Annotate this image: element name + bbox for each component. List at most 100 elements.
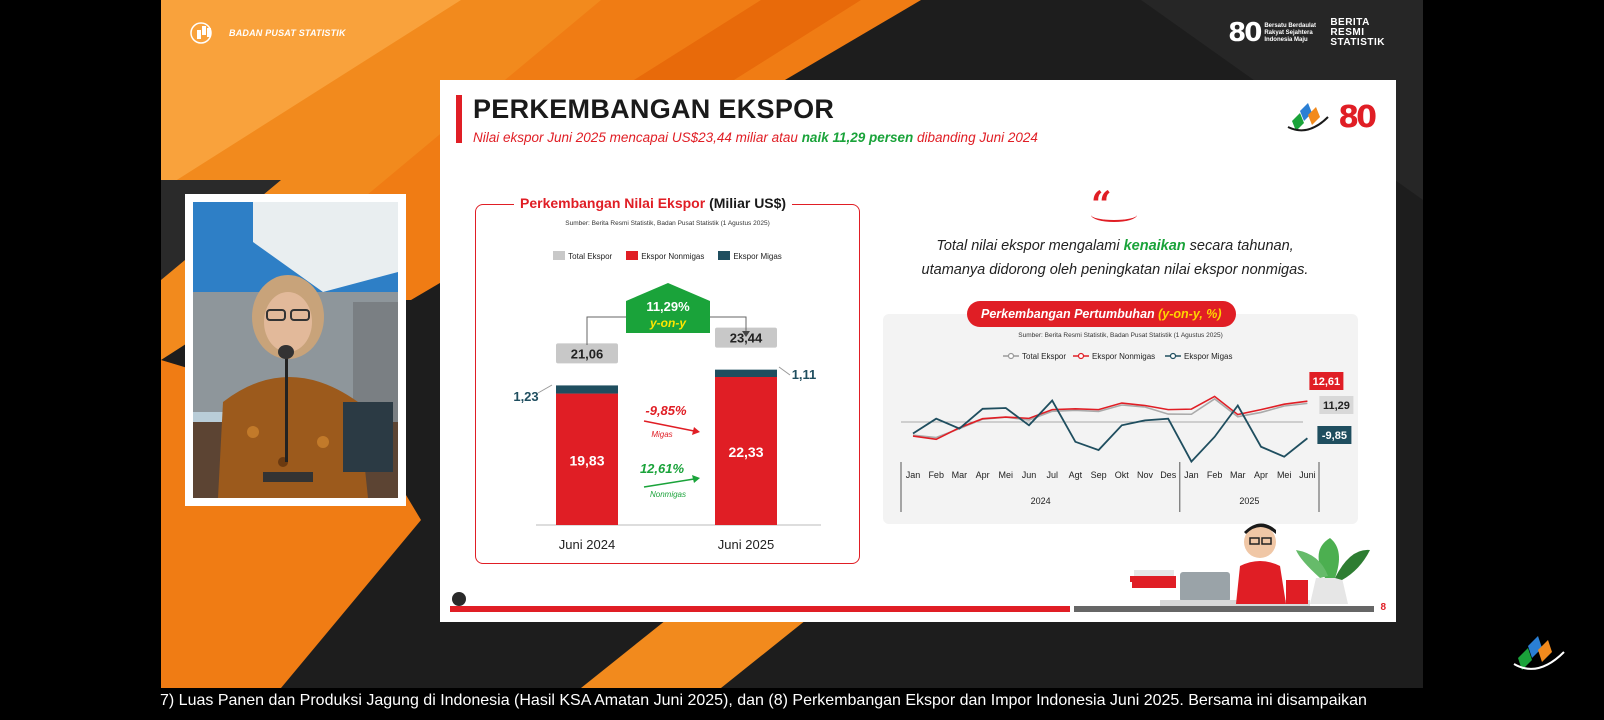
brs-line-2: RESMI [1330,27,1365,38]
live-caption: 7) Luas Panen dan Produksi Jagung di Ind… [160,692,1367,709]
slide-title: PERKEMBANGAN EKSPOR [473,94,835,124]
slide-page-number: 8 [1380,602,1386,613]
footer-bar-grey [1074,606,1374,612]
x-tick-label: Mar [1230,470,1246,480]
x-tick-label: Nov [1137,470,1154,480]
badge-number: 80 [1228,18,1262,48]
line-legend-label: Ekspor Migas [1184,352,1232,361]
slide-80-logo: 80 [1338,100,1377,135]
total-label-box [715,327,777,348]
x-tick-label: Mar [952,470,968,480]
presentation-stage: BADAN PUSAT STATISTIK 80 Bersatu Berdaul… [161,0,1423,688]
migas-change-arrow [643,420,695,432]
line-title-em: (y-on-y, %) [1158,307,1222,321]
bar-title-red: Perkembangan Nilai Ekspor [520,195,706,211]
title-accent-bar [456,95,462,143]
anniversary-badge: 80 Bersatu Berdaulat Rakyat Sejahtera In… [1228,18,1316,48]
migas-label-2025: 1,11 [792,367,817,382]
end-label-total: 11,29 [1323,400,1350,412]
yoy-connector-left [586,316,626,345]
nonmigas-change-arrow [643,478,695,488]
x-tick-label: Jan [1184,470,1199,480]
x-tick-label: Apr [976,470,990,480]
x-tick-label: Sep [1091,470,1107,480]
migas-label-2024: 1,23 [513,389,538,404]
x-tick-label: Des [1160,470,1177,480]
footer-bar-red [450,606,1070,612]
bar-panel-source: Sumber: Berita Resmi Statistik, Badan Pu… [565,220,770,227]
migas-change: -9,85% [645,403,687,418]
badge-text: Bersatu Berdaulat Rakyat Sejahtera Indon… [1264,22,1316,43]
narrative-text: Total nilai ekspor mengalami kenaikan se… [880,234,1350,282]
nonmigas-change-label: Nonmigas [650,490,686,499]
bar-chart: 19,83 Juni 2024 21,06 22,33 Juni 2025 23,44 1,… [513,283,821,552]
bar-category-label: Juni 2024 [559,537,615,552]
brs-line-1: BERITA [1330,17,1370,28]
migas-arrowhead [692,427,700,435]
bar-title-black: (Miliar US$) [705,195,787,211]
year-group-label: 2025 [1239,496,1259,506]
bar-nonmigas [556,393,618,525]
bar-panel-title: Perkembangan Nilai Ekspor (Miliar US$) [514,195,793,211]
x-tick-label: Feb [928,470,944,480]
narrative-line-2: utamanya didorong oleh peningkatan nilai… [921,262,1309,278]
total-label: 23,44 [730,331,763,346]
line-title-pre: Perkembangan Pertumbuhan [981,307,1159,321]
yoy-connector-right [710,316,747,333]
total-label: 21,06 [571,346,604,361]
line-legend-label: Total Ekspor [1022,352,1066,361]
event-badges: 80 Bersatu Berdaulat Rakyat Sejahtera In… [1228,17,1385,49]
migas-leader-2025 [778,366,791,376]
bar-label-nonmigas: 19,83 [569,452,604,468]
x-tick-label: Agt [1069,470,1083,480]
subtitle-post: dibanding Juni 2024 [913,130,1038,145]
bar-nonmigas [715,377,777,525]
migas-leader-2024 [537,384,553,394]
bar-migas [556,385,618,394]
x-tick-label: Jun [1022,470,1037,480]
speaker-video [185,194,406,506]
narrative-bold: kenaikan [1123,238,1186,254]
x-tick-label: Mei [1277,470,1292,480]
end-label-migas: -9,85 [1322,430,1347,442]
org-name: BADAN PUSAT STATISTIK [229,28,346,38]
x-tick-label: Apr [1254,470,1268,480]
x-tick-label: Okt [1115,470,1130,480]
slide-logos: 80 [1286,100,1377,135]
slide-nav-button[interactable] [452,592,466,606]
x-tick-label: Jan [906,470,921,480]
line-legend-marker [1169,352,1177,360]
growth-panel [883,314,1358,524]
year-group-label: 2024 [1031,496,1051,506]
subtitle-bold: naik 11,29 persen [801,130,914,145]
bps-header: BADAN PUSAT STATISTIK [189,22,346,44]
x-tick-label: Feb [1207,470,1223,480]
speaker-image [193,202,398,498]
presentation-slide: PERKEMBANGAN EKSPOR Nilai ekspor Juni 20… [440,80,1396,622]
bar-migas [715,369,777,377]
bar-legend: Total Ekspor Ekspor Nonmigas Ekspor Miga… [476,251,859,261]
total-label-box [556,343,618,364]
line-chart: Total Ekspor Ekspor Nonmigas Ekspor Migas 1… [900,352,1354,512]
worker-illustration [1130,523,1370,606]
brs-line-3: STATISTIK [1330,37,1385,48]
subtitle-pre: Nilai ekspor Juni 2025 mencapai US$23,44… [473,130,802,145]
line-panel-source: Sumber: Berita Resmi Statistik, Badan Pu… [1018,332,1223,339]
bps-color-logo-icon [1287,102,1329,131]
line-legend-marker [1077,352,1085,360]
yoy-value: 11,29% [646,299,690,314]
x-tick-label: Jul [1046,470,1058,480]
series-line-2 [912,399,1308,464]
migas-change-label: Migas [651,430,672,439]
bps-corner-logo-icon [1513,636,1565,670]
bps-logo-icon [190,22,212,44]
nonmigas-change: 12,61% [640,461,685,476]
end-label-nonmigas: 12,61 [1313,376,1341,388]
yoy-label: y-on-y [649,316,687,330]
yoy-badge [626,283,710,333]
export-value-panel: Perkembangan Nilai Ekspor (Miliar US$) S… [475,195,860,564]
line-legend-marker [1007,352,1015,360]
end-label-box-migas [1317,426,1352,444]
yoy-arrowhead [742,331,750,337]
line-legend-label: Ekspor Nonmigas [1092,352,1155,361]
